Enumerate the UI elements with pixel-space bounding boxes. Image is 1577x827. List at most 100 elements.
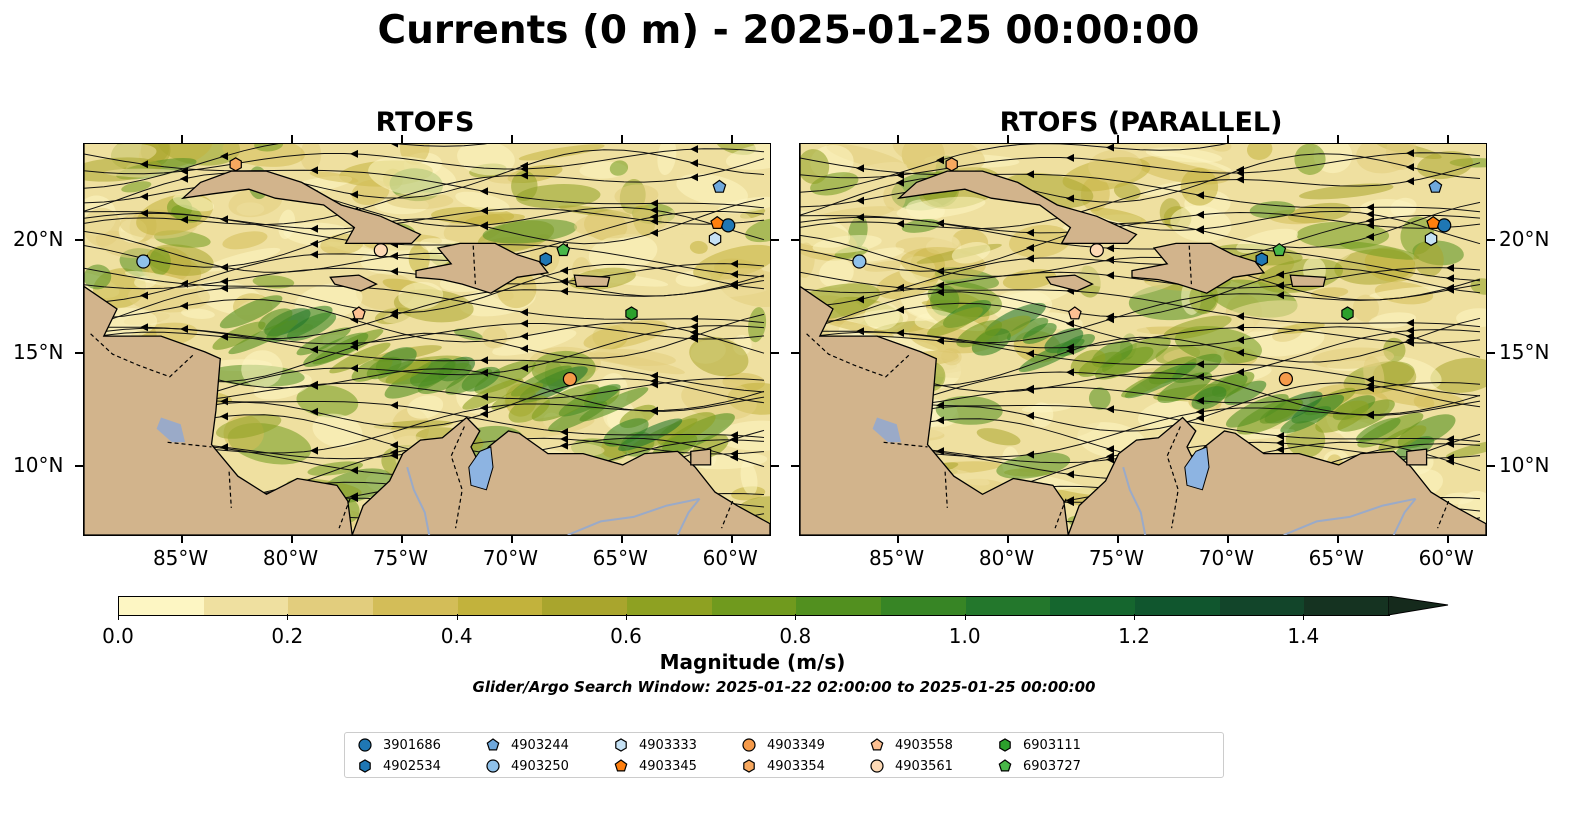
- colorbar-tick-label: 0.6: [610, 624, 642, 648]
- streamline-arrow: [1236, 368, 1244, 377]
- country-border: [167, 441, 212, 448]
- legend-item: 4903250: [485, 758, 569, 774]
- streamline-arrow: [936, 447, 944, 456]
- float-marker-4903558: [351, 306, 366, 320]
- streamline-arrow: [560, 428, 568, 436]
- land: [690, 448, 712, 466]
- streamline-arrow: [1406, 177, 1414, 186]
- streamline-arrow: [856, 327, 864, 336]
- float-marker-4903561: [373, 243, 388, 258]
- streamline: [84, 267, 765, 324]
- streamline-arrow: [1196, 226, 1204, 235]
- country-border: [944, 471, 948, 508]
- river: [1283, 497, 1416, 535]
- float-marker-4903561: [1089, 243, 1104, 258]
- streamline-arrow: [1026, 349, 1034, 358]
- colorbar-segment: [796, 597, 882, 615]
- legend-item: 6903111: [997, 737, 1081, 753]
- streamline-arrow: [350, 149, 358, 158]
- streamline: [800, 215, 1481, 308]
- lat-tick-left: [75, 352, 83, 355]
- streamline-arrow: [1446, 439, 1454, 448]
- streamline: [800, 278, 1481, 354]
- streamline-arrow: [896, 171, 904, 180]
- lat-tick-label: 20°N: [1499, 227, 1550, 252]
- streamline-arrow: [1366, 375, 1374, 384]
- float-marker-6903111: [625, 306, 638, 321]
- colorbar-tick-label: 1.0: [948, 624, 981, 648]
- lon-tick-label: 80°W: [262, 546, 319, 570]
- streamline: [84, 263, 765, 329]
- lon-tick-label: 65°W: [1308, 546, 1364, 570]
- streamline-arrow: [896, 329, 904, 337]
- legend-marker-4903244: [486, 738, 500, 751]
- lat-tick-right: [771, 239, 779, 242]
- colorbar-tick-label: 1.4: [1287, 624, 1320, 648]
- streamline-arrow: [1106, 452, 1114, 461]
- streamline-arrow: [690, 314, 698, 323]
- streamline-arrow: [1066, 346, 1074, 355]
- colorbar-segment: [203, 597, 289, 615]
- streamline-arrow: [650, 212, 658, 221]
- legend-marker-4903250: [486, 759, 500, 773]
- land: [415, 242, 550, 294]
- float-marker-6903111: [1341, 306, 1354, 321]
- legend-label: 4903333: [639, 737, 697, 753]
- river: [1392, 498, 1417, 535]
- lon-tick-top: [896, 135, 899, 143]
- land: [84, 144, 353, 535]
- lon-tick-label: 75°W: [372, 546, 429, 570]
- legend-marker-4903349: [742, 738, 756, 752]
- legend-marker-6903727: [998, 759, 1012, 772]
- streamline-arrow: [896, 219, 904, 228]
- legend-label: 4903561: [895, 758, 953, 774]
- float-marker-4903345: [710, 215, 725, 230]
- legend-label: 6903111: [1023, 737, 1081, 753]
- colorbar-segment: [711, 597, 797, 615]
- lat-tick-left: [75, 465, 83, 468]
- legend-item: 4903354: [741, 758, 825, 774]
- streamline-arrow: [350, 494, 358, 503]
- search-window-text: Glider/Argo Search Window: 2025-01-22 02…: [472, 678, 1096, 696]
- streamline-arrow: [1366, 381, 1374, 390]
- streamline-arrow: [730, 259, 738, 268]
- lon-tick-bottom: [400, 535, 403, 543]
- legend-item: 4903349: [741, 737, 825, 753]
- legend-label: 4903345: [639, 758, 697, 774]
- streamline-arrow: [1406, 326, 1414, 335]
- streamline-arrow: [1196, 191, 1204, 200]
- lat-tick-left: [75, 239, 83, 242]
- streamline-arrow: [1196, 372, 1204, 381]
- streamline-arrow: [896, 283, 904, 292]
- legend-label: 4903250: [511, 758, 569, 774]
- colorbar-segment: [1219, 597, 1305, 615]
- lon-tick-top: [510, 135, 513, 143]
- float-marker-4902534: [1255, 252, 1268, 267]
- country-border: [721, 500, 734, 529]
- streamline-arrow: [220, 152, 228, 161]
- streamline-arrow: [520, 364, 528, 373]
- lon-tick-bottom: [896, 535, 899, 543]
- streamline: [84, 183, 765, 241]
- streamline-arrow: [350, 364, 358, 373]
- streamline-arrow: [856, 213, 864, 222]
- lake-nicaragua: [872, 417, 902, 443]
- colorbar-segment: [288, 597, 374, 615]
- lat-tick-label: 10°N: [1499, 453, 1550, 478]
- streamline-arrow: [480, 403, 488, 412]
- streamline-arrow: [1446, 263, 1454, 272]
- figure-title: Currents (0 m) - 2025-01-25 00:00:00: [377, 8, 1200, 53]
- colorbar-segment: [457, 597, 543, 615]
- lat-tick-left: [791, 465, 799, 468]
- land: [800, 144, 1069, 535]
- streamline: [800, 267, 1481, 333]
- streamline-arrow: [140, 209, 148, 218]
- streamline-arrow: [1066, 153, 1074, 162]
- lon-tick-bottom: [1226, 535, 1229, 543]
- lat-tick-label: 15°N: [1499, 340, 1550, 365]
- lon-tick-bottom: [730, 535, 733, 543]
- lat-tick-right: [1487, 239, 1495, 242]
- colorbar-segment: [627, 597, 712, 615]
- streamline-arrow: [1066, 194, 1074, 203]
- streamline-arrow: [1276, 281, 1284, 290]
